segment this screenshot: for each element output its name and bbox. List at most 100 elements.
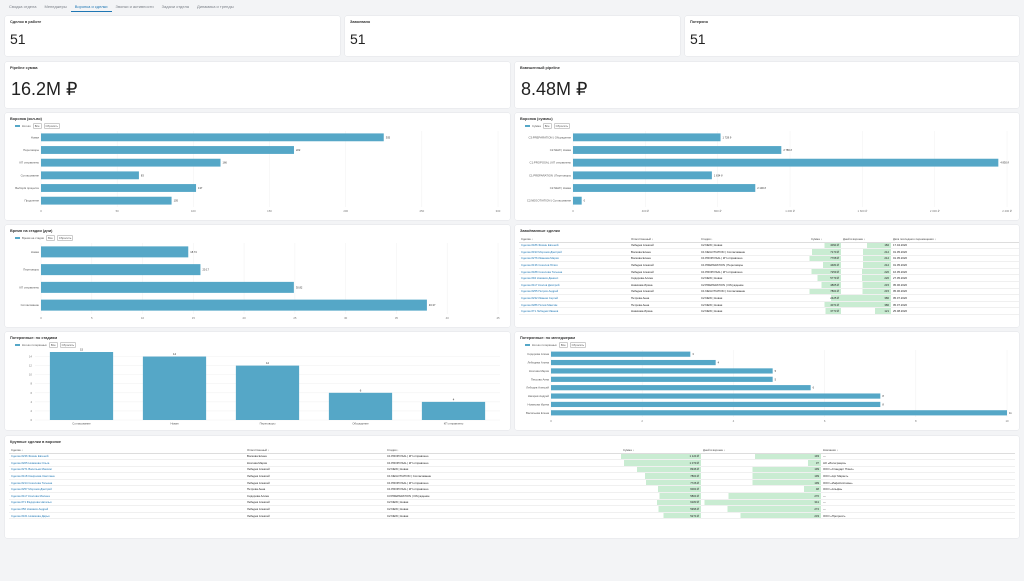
bar[interactable] [573, 171, 712, 180]
table-row[interactable]: Сделка #117 Козлов Дмитрий Новикова Ирина… [519, 281, 1019, 289]
column-header[interactable]: Дней в воронке ↓ [841, 236, 891, 243]
column-header[interactable]: Дата последнего перемещения ↓ [891, 236, 1019, 243]
legend-all-button[interactable]: Все [48, 342, 58, 348]
table-row[interactable]: Сделка #255 Петров Андрей Лебедев Алексей… [519, 288, 1019, 296]
bar[interactable] [235, 365, 300, 420]
deal-link[interactable]: Сделка #286 Попов Максим [519, 301, 629, 309]
deal-link[interactable]: Сделка #71 Лебедев Иванов [519, 307, 629, 316]
bar[interactable] [573, 158, 999, 167]
bar[interactable] [41, 281, 294, 293]
legend-swatch[interactable] [15, 124, 20, 128]
bar[interactable] [41, 184, 197, 192]
deal-link[interactable]: Сделка #214 Соколова Татьяна [9, 479, 245, 487]
legend-swatch[interactable] [525, 124, 530, 128]
bar[interactable] [142, 356, 207, 420]
deal-link[interactable]: Сделка #117 Козлов Дмитрий [519, 281, 629, 289]
legend-label[interactable]: Кол-во [22, 124, 31, 128]
bar[interactable] [551, 376, 773, 382]
bar[interactable] [328, 392, 393, 420]
legend-label[interactable]: Время на стадии [22, 236, 45, 240]
column-header[interactable]: Сумма ↓ [621, 447, 701, 454]
deal-link[interactable]: Сделка #255 Петров Андрей [519, 288, 629, 296]
deal-link[interactable]: Сделка #188 Соколова Татьяна [519, 268, 629, 276]
table-row[interactable]: Сделка #118 Смирнова Светлана Лебедев Але… [9, 472, 1015, 480]
deal-link[interactable]: Сделка #118 Смирнова Светлана [9, 472, 245, 480]
column-header[interactable]: Сделка ↓ [519, 236, 629, 243]
legend-reset-button[interactable]: Сбросить [43, 123, 60, 129]
bar[interactable] [421, 401, 486, 420]
deal-link[interactable]: Сделка #257 Морозов Дмитрий [9, 485, 245, 494]
column-header[interactable]: Сумма ↓ [809, 236, 841, 243]
table-row[interactable]: Сделка #193 Морозов Дмитрий Волкова Елена… [519, 248, 1019, 256]
deal-link[interactable]: Сделка #117 Козлова Милена [9, 492, 245, 500]
legend-label[interactable]: Сумма [532, 124, 541, 128]
column-header[interactable]: Ответственный ↓ [629, 236, 699, 243]
deal-link[interactable]: Сделка #236 Фомин Евгений [9, 453, 245, 461]
legend-reset-button[interactable]: Сбросить [59, 342, 77, 348]
bar[interactable] [573, 184, 756, 192]
bar[interactable] [41, 146, 294, 154]
deal-link[interactable]: Сделка #161 Новикова Дарья [9, 512, 245, 520]
deal-link[interactable]: Сделка #186 Фомин Евгений [519, 242, 629, 250]
tab-5[interactable]: Динамика и тренды [197, 4, 234, 9]
column-header[interactable]: Компания ↓ [821, 447, 1015, 454]
table-row[interactable]: Сделка #214 Соколова Татьяна Лебедев Алек… [9, 479, 1015, 487]
bar[interactable] [41, 246, 189, 258]
table-row[interactable]: Сделка #56 Новиков Андрей Лебедев Алексей… [9, 505, 1015, 513]
legend-label[interactable]: Кол-во потерянных [532, 343, 557, 347]
legend-swatch[interactable] [525, 343, 530, 347]
bar[interactable] [573, 133, 721, 142]
bar[interactable] [573, 146, 782, 154]
deal-link[interactable]: Сделка #276 Иванова Мария [519, 255, 629, 263]
tab-4[interactable]: Задачи отдела [161, 4, 190, 9]
table-row[interactable]: Сделка #71 Лебедев Иванов Новикова Ирина C… [519, 307, 1019, 316]
table-row[interactable]: Сделка #232 Иванов Сергей Петрова Анна C2:… [519, 294, 1019, 302]
deal-link[interactable]: Сделка #56 Новиков Андрей [9, 505, 245, 513]
bar[interactable] [551, 410, 1007, 416]
bar[interactable] [41, 264, 201, 276]
deal-link[interactable]: Сделка #94 Новиков Даниил [519, 274, 629, 283]
legend-reset-button[interactable]: Сбросить [569, 342, 587, 348]
bar[interactable] [551, 393, 881, 399]
table-row[interactable]: Сделка #136 Соколов Юлия Лебедев Алексей C… [519, 261, 1019, 269]
bar[interactable] [41, 299, 427, 311]
deal-link[interactable]: Сделка #193 Морозов Дмитрий [519, 248, 629, 256]
tab-3[interactable]: Звонки и активности [115, 4, 154, 9]
table-row[interactable]: Сделка #257 Морозов Дмитрий Петрова Анна C… [9, 485, 1015, 494]
legend-label[interactable]: Кол-во потерянных [22, 343, 47, 347]
table-row[interactable]: Сделка #276 Иванова Мария Волкова Елена C1… [519, 255, 1019, 263]
bar[interactable] [573, 196, 582, 205]
column-header[interactable]: Ответственный ↓ [245, 447, 385, 454]
deal-link[interactable]: Сделка #71 Фёдорова Наталья [9, 499, 245, 507]
bar[interactable] [551, 401, 881, 408]
bar[interactable] [41, 158, 221, 167]
table-row[interactable]: Сделка #71 Фёдорова Наталья Лебедев Алекс… [9, 499, 1015, 507]
legend-swatch[interactable] [15, 343, 20, 347]
legend-swatch[interactable] [15, 236, 20, 240]
legend-reset-button[interactable]: Сбросить [56, 235, 74, 241]
column-header[interactable]: Сделка ↓ [9, 447, 245, 454]
legend-all-button[interactable]: Все [558, 342, 568, 348]
table-row[interactable]: Сделка #271 Васильев Максим Лебедев Алекс… [9, 466, 1015, 474]
legend-all-button[interactable]: Все [542, 123, 552, 129]
bar[interactable] [551, 351, 691, 357]
deal-link[interactable]: Сделка #232 Иванов Сергей [519, 294, 629, 302]
table-row[interactable]: Сделка #188 Соколова Татьяна Лебедев Алек… [519, 268, 1019, 276]
bar[interactable] [551, 359, 716, 366]
legend-reset-button[interactable]: Сбросить [553, 123, 571, 129]
tab-2[interactable]: Воронка и сделки [70, 0, 112, 12]
table-row[interactable]: Сделка #94 Новиков Даниил Сидорова Алина C… [519, 274, 1019, 283]
tab-1[interactable]: Менеджеры [44, 4, 67, 9]
table-row[interactable]: Сделка #186 Фомин Евгений Лебедев Алексей… [519, 242, 1019, 250]
column-header[interactable]: Дней в воронке ↓ [701, 447, 821, 454]
bar[interactable] [49, 352, 114, 420]
table-row[interactable]: Сделка #161 Новикова Дарья Лебедев Алексе… [9, 512, 1015, 520]
deal-link[interactable]: Сделка #205 Новикова Ольга [9, 459, 245, 467]
bar[interactable] [551, 368, 773, 374]
tab-0[interactable]: Сводка отдела [9, 4, 37, 9]
deal-link[interactable]: Сделка #136 Соколов Юлия [519, 261, 629, 269]
table-row[interactable]: Сделка #117 Козлова Милена Сидорова Алина… [9, 492, 1015, 500]
bar[interactable] [551, 385, 811, 391]
column-header[interactable]: Стадия ↓ [699, 236, 809, 243]
table-row[interactable]: Сделка #205 Новикова Ольга Козлова Мария C… [9, 459, 1015, 467]
